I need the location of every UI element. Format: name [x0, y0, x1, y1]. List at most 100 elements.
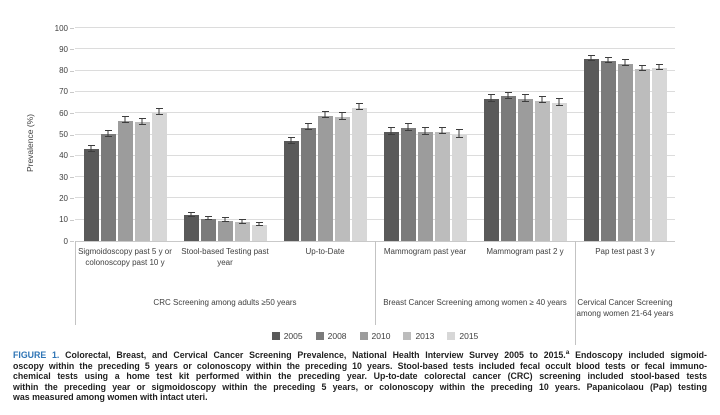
gridline-90 [75, 48, 675, 50]
bar-2010 [517, 98, 533, 241]
error-bar [438, 126, 446, 135]
bar-2013 [534, 100, 550, 241]
section-divider [75, 241, 76, 325]
y-tick-label: 0 [63, 236, 68, 246]
bar-group [275, 28, 375, 241]
y-tick-mark [70, 70, 74, 72]
legend-item-2013: 2013 [403, 331, 434, 341]
error-bar [555, 97, 563, 107]
error-bar [538, 95, 546, 104]
error-bar-stem [90, 145, 92, 151]
bar-2015 [651, 67, 667, 241]
legend-swatch-2008 [315, 332, 324, 340]
bar-2008 [300, 127, 316, 241]
error-bar-stem [558, 98, 560, 106]
bar-2010 [217, 220, 233, 241]
bar-2008 [400, 128, 416, 241]
y-tick-label: 20 [59, 193, 68, 203]
error-bar [338, 112, 346, 120]
bar-2015 [451, 134, 467, 241]
error-bar-stem [658, 64, 660, 69]
bar-group [575, 28, 675, 241]
error-bar-stem [458, 130, 460, 137]
bar-2013 [434, 131, 450, 241]
group-label: Stool-based Testing past year [181, 247, 269, 267]
group-label: Mammogram past 2 y [486, 247, 564, 256]
caption-text: Endoscopy included sigmoid- [569, 350, 707, 360]
y-tick-label: 90 [59, 44, 68, 54]
group-label: Up-to-Date [305, 247, 345, 256]
error-bar [138, 117, 146, 125]
section-label: Cervical Cancer Screening among women 21… [576, 298, 674, 318]
error-bar-stem [258, 223, 260, 226]
error-bar-stem [490, 94, 492, 101]
y-tick-mark [70, 113, 74, 115]
y-tick-label: 50 [59, 130, 68, 139]
gridline-30 [75, 176, 675, 178]
error-bar [238, 219, 246, 224]
bar-2005 [283, 141, 299, 241]
figure-label: FIGURE 1. [13, 350, 60, 360]
error-bar [587, 55, 595, 61]
legend-label: 2008 [327, 331, 347, 341]
bar-2015 [251, 225, 267, 241]
error-bar-stem [290, 137, 292, 143]
footnote-marker: a [565, 349, 570, 357]
error-bar [638, 64, 646, 72]
error-bar-stem [507, 92, 509, 98]
bar-group [75, 28, 175, 241]
y-tick-mark [70, 241, 74, 242]
bar-2010 [617, 63, 633, 241]
error-bar [87, 144, 95, 152]
error-bar [487, 93, 495, 102]
y-tick-mark [70, 91, 74, 93]
error-bar-stem [307, 124, 309, 130]
bar-2013 [234, 222, 250, 241]
error-bar-stem [524, 94, 526, 101]
section-divider [375, 241, 376, 325]
error-bar-stem [441, 127, 443, 134]
bar-2010 [417, 132, 433, 241]
caption-line: chemical tests using a home test kit per… [13, 371, 707, 382]
error-bar-stem [224, 218, 226, 221]
error-bar [621, 59, 629, 66]
error-bar [504, 91, 512, 99]
error-bar-stem [324, 112, 326, 118]
error-bar-stem [590, 56, 592, 60]
legend-label: 2013 [415, 331, 435, 341]
error-bar-stem [124, 117, 126, 123]
error-bar-stem [141, 118, 143, 124]
y-tick-label: 70 [59, 87, 68, 97]
legend-item-2005: 2005 [271, 331, 303, 341]
bar-group [175, 28, 275, 241]
gridline-40 [75, 154, 675, 156]
y-tick-mark [70, 198, 74, 200]
legend-label: 2010 [371, 331, 391, 341]
caption-text: Colorectal, Breast, and Cervical Cancer … [59, 350, 566, 360]
y-tick-label: 10 [59, 215, 68, 225]
error-bar [304, 123, 312, 131]
bar-2008 [500, 96, 516, 241]
gridline-70 [75, 90, 675, 92]
caption-line: within the preceding year or sigmoidosco… [13, 381, 707, 392]
error-bar [255, 222, 263, 227]
error-bar-stem [358, 103, 360, 110]
bar-2015 [151, 112, 167, 241]
bar-2013 [134, 122, 150, 241]
plot-area [75, 27, 675, 242]
group-label: Sigmoidoscopy past 5 y or colonoscopy pa… [78, 247, 172, 267]
legend-item-2015: 2015 [447, 331, 478, 341]
y-tick-label: 60 [59, 108, 68, 118]
bar-2013 [334, 117, 350, 241]
bar-2005 [83, 149, 99, 241]
bar-2005 [583, 58, 599, 241]
error-bar-stem [390, 128, 392, 134]
caption-line: was measured among women with intact ute… [13, 392, 208, 403]
group-label: Mammogram past year [383, 247, 467, 256]
legend-label: 2015 [459, 331, 479, 341]
error-bar [187, 211, 195, 217]
y-tick-mark [70, 177, 74, 179]
y-tick-label: 80 [59, 66, 68, 76]
gridline-100 [75, 27, 675, 28]
